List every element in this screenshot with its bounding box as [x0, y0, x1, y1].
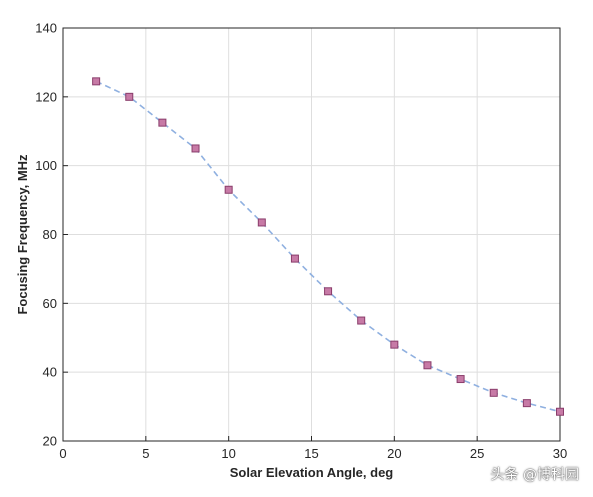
y-tick-label: 120: [35, 89, 57, 104]
y-tick-label: 140: [35, 21, 57, 36]
data-point: [224, 185, 233, 194]
data-point: [92, 77, 101, 86]
series-0: [92, 77, 564, 416]
data-point: [290, 254, 299, 263]
y-axis-label: Focusing Frequency, MHz: [15, 154, 30, 315]
data-point: [522, 399, 531, 408]
x-tick-label: 5: [142, 446, 149, 461]
data-point: [158, 118, 167, 127]
watermark: 头条 @博科园: [490, 467, 579, 483]
data-point: [390, 340, 399, 349]
y-tick-label: 100: [35, 158, 57, 173]
x-tick-label: 20: [387, 446, 401, 461]
y-tick-label: 80: [43, 227, 57, 242]
data-point: [191, 144, 200, 153]
series-layer: [92, 77, 564, 416]
grid: [62, 27, 561, 442]
x-tick-label: 25: [470, 446, 484, 461]
axis-ticks: 0 5 10 15 20 25 30 20 40 60 80 100 120 140: [35, 21, 567, 462]
y-tick-label: 60: [43, 296, 57, 311]
data-point: [489, 388, 498, 397]
x-axis-label: Solar Elevation Angle, deg: [230, 465, 394, 480]
x-tick-label: 10: [221, 446, 235, 461]
data-point: [357, 316, 366, 325]
data-point: [125, 92, 134, 101]
data-point: [257, 218, 266, 227]
data-point: [556, 407, 564, 416]
series-line: [95, 80, 561, 413]
x-tick-label: 30: [553, 446, 567, 461]
data-point: [324, 287, 333, 296]
y-tick-label: 40: [43, 365, 57, 380]
y-tick-label: 20: [43, 434, 57, 449]
data-point: [456, 375, 465, 384]
x-tick-label: 15: [304, 446, 318, 461]
x-tick-label: 0: [59, 446, 66, 461]
data-point: [423, 361, 432, 370]
